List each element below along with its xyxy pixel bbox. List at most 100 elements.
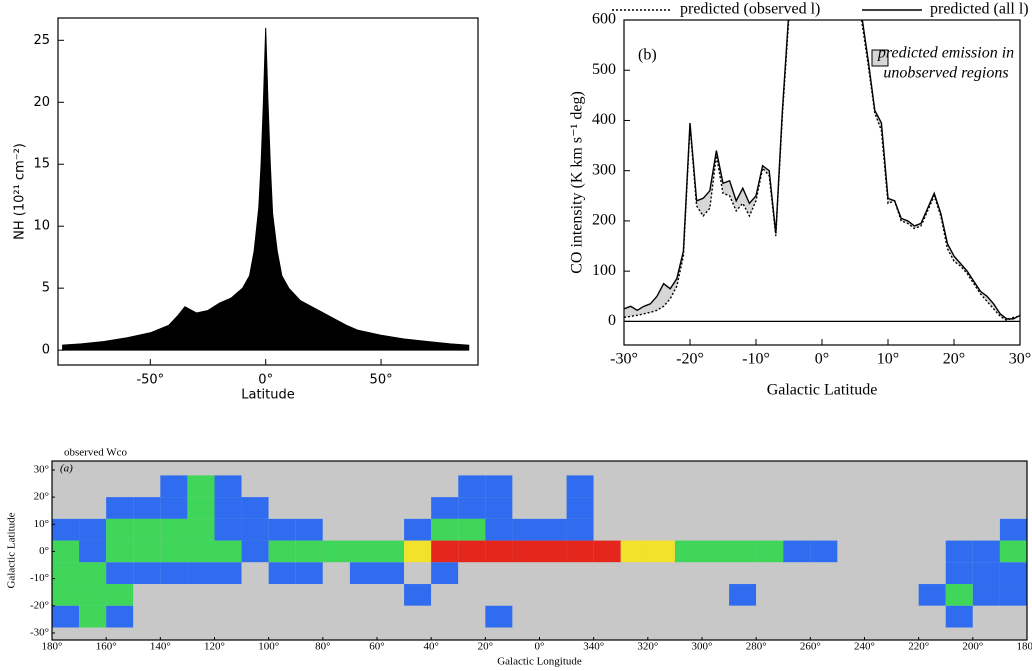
map-cell xyxy=(674,605,702,628)
map-cell xyxy=(241,540,269,563)
map-cell xyxy=(729,562,757,585)
map-cell xyxy=(52,540,80,563)
map-cell xyxy=(512,584,540,606)
map-cell xyxy=(485,584,513,606)
map-cell xyxy=(404,605,432,628)
map-cell xyxy=(702,497,730,519)
map-cell xyxy=(485,540,513,563)
map-cell xyxy=(566,584,594,606)
y-tick-label: 10° xyxy=(34,518,49,530)
map-cell xyxy=(647,605,675,628)
map-cell xyxy=(322,605,350,628)
map-cell xyxy=(52,497,80,519)
map-cell xyxy=(214,605,242,628)
map-cell xyxy=(756,584,784,606)
map-cell xyxy=(377,605,405,628)
difference-fill xyxy=(736,188,743,211)
map-cell xyxy=(539,605,567,628)
x-tick-label: 10° xyxy=(877,351,899,368)
legend-fill-label: unobserved regions xyxy=(883,65,1008,82)
map-cell xyxy=(756,497,784,519)
map-cell xyxy=(349,584,377,606)
map-cell xyxy=(593,540,621,563)
map-cell xyxy=(539,562,567,585)
map-cell xyxy=(295,518,323,541)
map-cell xyxy=(431,584,459,606)
map-cell xyxy=(431,518,459,541)
x-tick-label: -10° xyxy=(742,351,770,368)
map-cell xyxy=(647,540,675,563)
map-cell xyxy=(214,475,242,498)
map-cell xyxy=(674,540,702,563)
y-tick-label: 200 xyxy=(592,212,616,229)
map-cell xyxy=(322,497,350,519)
map-cell xyxy=(756,540,784,563)
map-cell xyxy=(295,497,323,519)
x-tick-label: 30° xyxy=(1009,351,1031,368)
map-cell xyxy=(647,562,675,585)
map-cell xyxy=(214,562,242,585)
map-cell xyxy=(729,475,757,498)
map-cell xyxy=(647,497,675,519)
map-cell xyxy=(160,605,188,628)
map-cell xyxy=(377,562,405,585)
map-cell xyxy=(106,518,134,541)
map-cell xyxy=(702,540,730,563)
map-cell xyxy=(512,518,540,541)
density-envelope xyxy=(62,27,470,351)
map-cell xyxy=(539,518,567,541)
map-cell xyxy=(133,497,161,519)
y-tick-label: -20° xyxy=(30,599,49,611)
x-tick-label: 20° xyxy=(478,641,493,653)
map-cell xyxy=(810,540,838,563)
legend-label: predicted (observed l) xyxy=(680,1,820,18)
x-tick-label: 100° xyxy=(258,641,279,653)
map-cell xyxy=(837,584,865,606)
map-cell xyxy=(187,562,215,585)
map-cell xyxy=(864,497,892,519)
map-cell xyxy=(160,584,188,606)
map-cell xyxy=(458,540,486,563)
map-cell xyxy=(241,497,269,519)
map-cell xyxy=(268,605,296,628)
map-cell xyxy=(377,584,405,606)
map-cell xyxy=(133,562,161,585)
map-cell xyxy=(945,497,973,519)
x-axis-label: Galactic Latitude xyxy=(767,382,878,399)
x-tick-label: 50° xyxy=(370,373,393,388)
map-cell xyxy=(79,605,107,628)
map-cell xyxy=(783,540,811,563)
map-cell xyxy=(620,518,648,541)
map-cell xyxy=(810,584,838,606)
map-cell xyxy=(52,518,80,541)
x-tick-label: 80° xyxy=(315,641,330,653)
x-tick-label: 40° xyxy=(423,641,438,653)
map-cell xyxy=(891,518,919,541)
map-cell xyxy=(864,605,892,628)
map-cell xyxy=(756,518,784,541)
map-cell xyxy=(485,497,513,519)
difference-fill xyxy=(696,198,704,216)
map-cell xyxy=(458,518,486,541)
map-cell xyxy=(539,540,567,563)
map-cell xyxy=(999,497,1027,519)
map-cell xyxy=(783,562,811,585)
x-tick-label: -30° xyxy=(610,351,638,368)
map-cell xyxy=(133,605,161,628)
map-cell xyxy=(593,584,621,606)
x-tick-label: 280° xyxy=(746,641,767,653)
map-cell xyxy=(241,562,269,585)
map-cell xyxy=(891,497,919,519)
y-tick-label: 25 xyxy=(33,33,50,48)
map-cell xyxy=(377,540,405,563)
map-cell xyxy=(241,518,269,541)
map-cell xyxy=(160,518,188,541)
x-tick-label: -20° xyxy=(676,351,704,368)
map-cell xyxy=(702,475,730,498)
map-cell xyxy=(674,497,702,519)
map-cell xyxy=(160,475,188,498)
map-cell xyxy=(106,475,134,498)
x-tick-label: 0° xyxy=(258,373,273,388)
map-cell xyxy=(349,562,377,585)
